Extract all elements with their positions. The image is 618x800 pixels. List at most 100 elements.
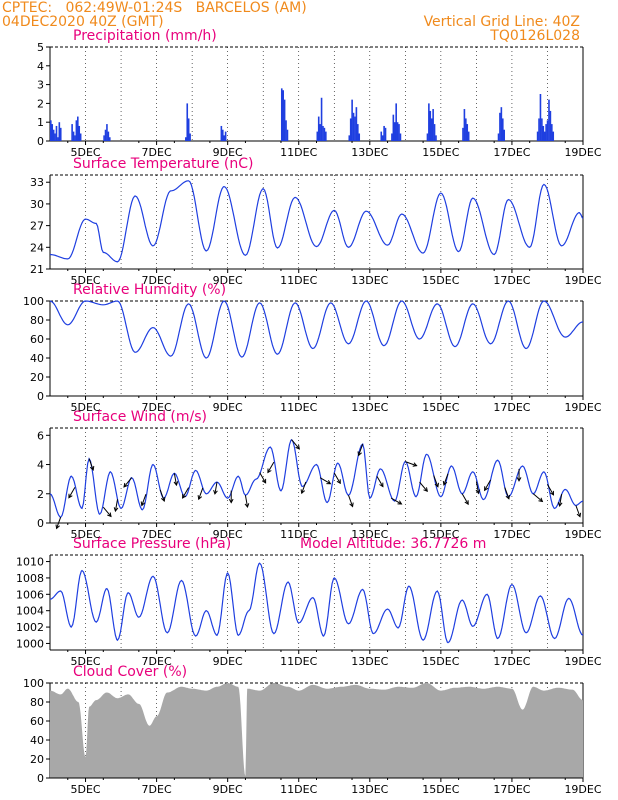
panel-1-precip-bar: [467, 131, 470, 141]
panel-6-cloud-area: [50, 683, 583, 778]
panel-1-precip-bar: [285, 120, 287, 141]
panel-4-wind-arrowhead: [160, 497, 166, 502]
panel-1-precip-bar: [352, 112, 355, 141]
panel-1-precip-bar: [52, 129, 55, 141]
panel-1-precip-bar: [348, 135, 351, 141]
panel-1-xtick-label: 13DEC: [351, 146, 388, 159]
panel-1-precip-bar: [545, 124, 547, 141]
panel-1-xtick-label: 11DEC: [280, 146, 317, 159]
panel-1-precip-bar: [316, 131, 319, 141]
panel-1-precip-bar: [77, 116, 79, 141]
panel-1-precip-bar: [354, 116, 356, 141]
panel-1-precip-bar: [104, 129, 107, 141]
panel-4-wind-arrowhead: [538, 497, 544, 503]
panel-1-precip-bar: [280, 88, 283, 141]
panel-4-wind-arrowhead: [107, 512, 112, 518]
panel-3-xtick-label: 11DEC: [280, 401, 317, 414]
panel-1-ytick-label: 5: [37, 41, 44, 54]
panel-6-xtick-label: 13DEC: [351, 783, 388, 796]
panel-1-precip-bar: [435, 135, 437, 141]
panel-1-precip-bar: [107, 131, 110, 141]
panel-1-xtick-label: 19DEC: [564, 146, 601, 159]
panel-5-ytick-label: 1000: [16, 637, 44, 650]
panel-5-xtick-label: 5DEC: [70, 655, 100, 668]
panel-1-precip-bar: [501, 118, 504, 141]
panel-2-xtick-label: 5DEC: [70, 274, 100, 287]
panel-2-ytick-label: 27: [30, 220, 44, 233]
panel-1-precip-bar: [497, 133, 500, 141]
panel-1-precip-bar: [57, 137, 59, 141]
panel-5-series-line: [49, 562, 584, 644]
panel-3-ytick-label: 60: [30, 333, 44, 346]
panel-2-xtick-label: 15DEC: [422, 274, 459, 287]
panel-3-ytick-label: 80: [30, 314, 44, 327]
panel-1-precip-bar: [542, 125, 545, 141]
panel-1-precip-bar: [383, 125, 385, 141]
panel-6-xtick-label: 11DEC: [280, 783, 317, 796]
panel-4-wind-arrow: [56, 516, 62, 529]
panel-6-xtick-label: 15DEC: [422, 783, 459, 796]
panel-4-wind-arrow: [559, 494, 563, 507]
panel-4-wind-arrowhead: [113, 507, 119, 513]
panel-4-wind-arrow: [433, 475, 439, 487]
panel-1-precip-bar: [395, 103, 397, 141]
panel-6-xtick-label: 17DEC: [493, 783, 530, 796]
panel-1-precip-bar: [384, 127, 387, 141]
panel-1-precip-bar: [465, 118, 467, 141]
panel-4-wind-arrow: [141, 494, 147, 506]
panel-1-precip-bar: [548, 99, 550, 141]
panel-6-ytick-label: 40: [30, 734, 44, 747]
panel-1-precip-bar: [320, 97, 323, 141]
panel-1-precip-bar: [552, 131, 555, 141]
panel-1-precip-bar: [54, 133, 56, 141]
panel-4-wind-arrowhead: [300, 489, 306, 495]
panel-3-ytick-label: 100: [23, 295, 44, 308]
panel-1-ytick-label: 1: [37, 116, 44, 129]
panel-4-ytick-label: 6: [37, 429, 44, 442]
panel-1-precip-bar: [393, 122, 396, 141]
panel-3-xtick-label: 9DEC: [213, 401, 243, 414]
panel-4-wind-arrow: [333, 472, 341, 484]
panel-1-ytick-label: 3: [37, 79, 44, 92]
panel-1-precip-bar: [357, 124, 359, 141]
panel-5-ytick-label: 1004: [16, 605, 44, 618]
panel-1-precip-bar: [428, 103, 430, 141]
panel-1-precip-bar: [317, 116, 320, 141]
panel-5-ytick-label: 1010: [16, 556, 44, 569]
panel-4-wind-arrow: [259, 472, 267, 484]
panel-3-ytick-label: 0: [37, 390, 44, 403]
panel-2-xtick-label: 7DEC: [142, 274, 172, 287]
panel-4-wind-arrowhead: [357, 451, 362, 457]
panel-1-precip-bar: [50, 120, 52, 141]
panel-4-xtick-label: 17DEC: [493, 528, 530, 541]
panel-6-xtick-label: 9DEC: [213, 783, 243, 796]
panel-4-wind-arrowhead: [182, 493, 187, 499]
panel-4-wind-arrow: [291, 439, 300, 450]
panel-1-precip-bar: [283, 99, 286, 141]
panel-4-xtick-label: 9DEC: [213, 528, 243, 541]
panel-1-precip-bar: [380, 131, 383, 141]
panel-4-wind-arrow: [443, 473, 449, 486]
panel-4-wind-arrowhead: [140, 501, 146, 507]
panel-2-xtick-label: 9DEC: [213, 274, 243, 287]
panel-4-ytick-label: 2: [37, 488, 44, 501]
panel-1-precip-bar: [185, 137, 187, 141]
panel-2-xtick-label: 11DEC: [280, 274, 317, 287]
panel-1-precip-bar: [539, 94, 542, 141]
panel-4-wind-arrow: [88, 458, 94, 471]
panel-1-xtick-label: 7DEC: [142, 146, 172, 159]
panel-1-precip-bar: [189, 133, 191, 141]
panel-3-title: Relative Humidity (%): [73, 282, 226, 298]
panel-4-wind-arrowhead: [68, 493, 73, 499]
panel-4-wind-arrow: [159, 489, 165, 502]
panel-3-xtick-label: 13DEC: [351, 401, 388, 414]
panel-1-precip-bar: [499, 112, 501, 141]
header-grid-line: Vertical Grid Line: 40Z: [423, 14, 580, 30]
panel-1-precip-bar: [319, 124, 321, 141]
header-date: 04DEC2020 40Z (GMT): [2, 14, 164, 30]
panel-4-wind-arrowhead: [412, 462, 418, 467]
panel-5-ytick-label: 1002: [16, 621, 44, 634]
panel-4-wind-arrow: [419, 481, 428, 492]
header-run-id: TQ0126L028: [490, 28, 580, 44]
panel-1-ytick-label: 4: [37, 60, 44, 73]
